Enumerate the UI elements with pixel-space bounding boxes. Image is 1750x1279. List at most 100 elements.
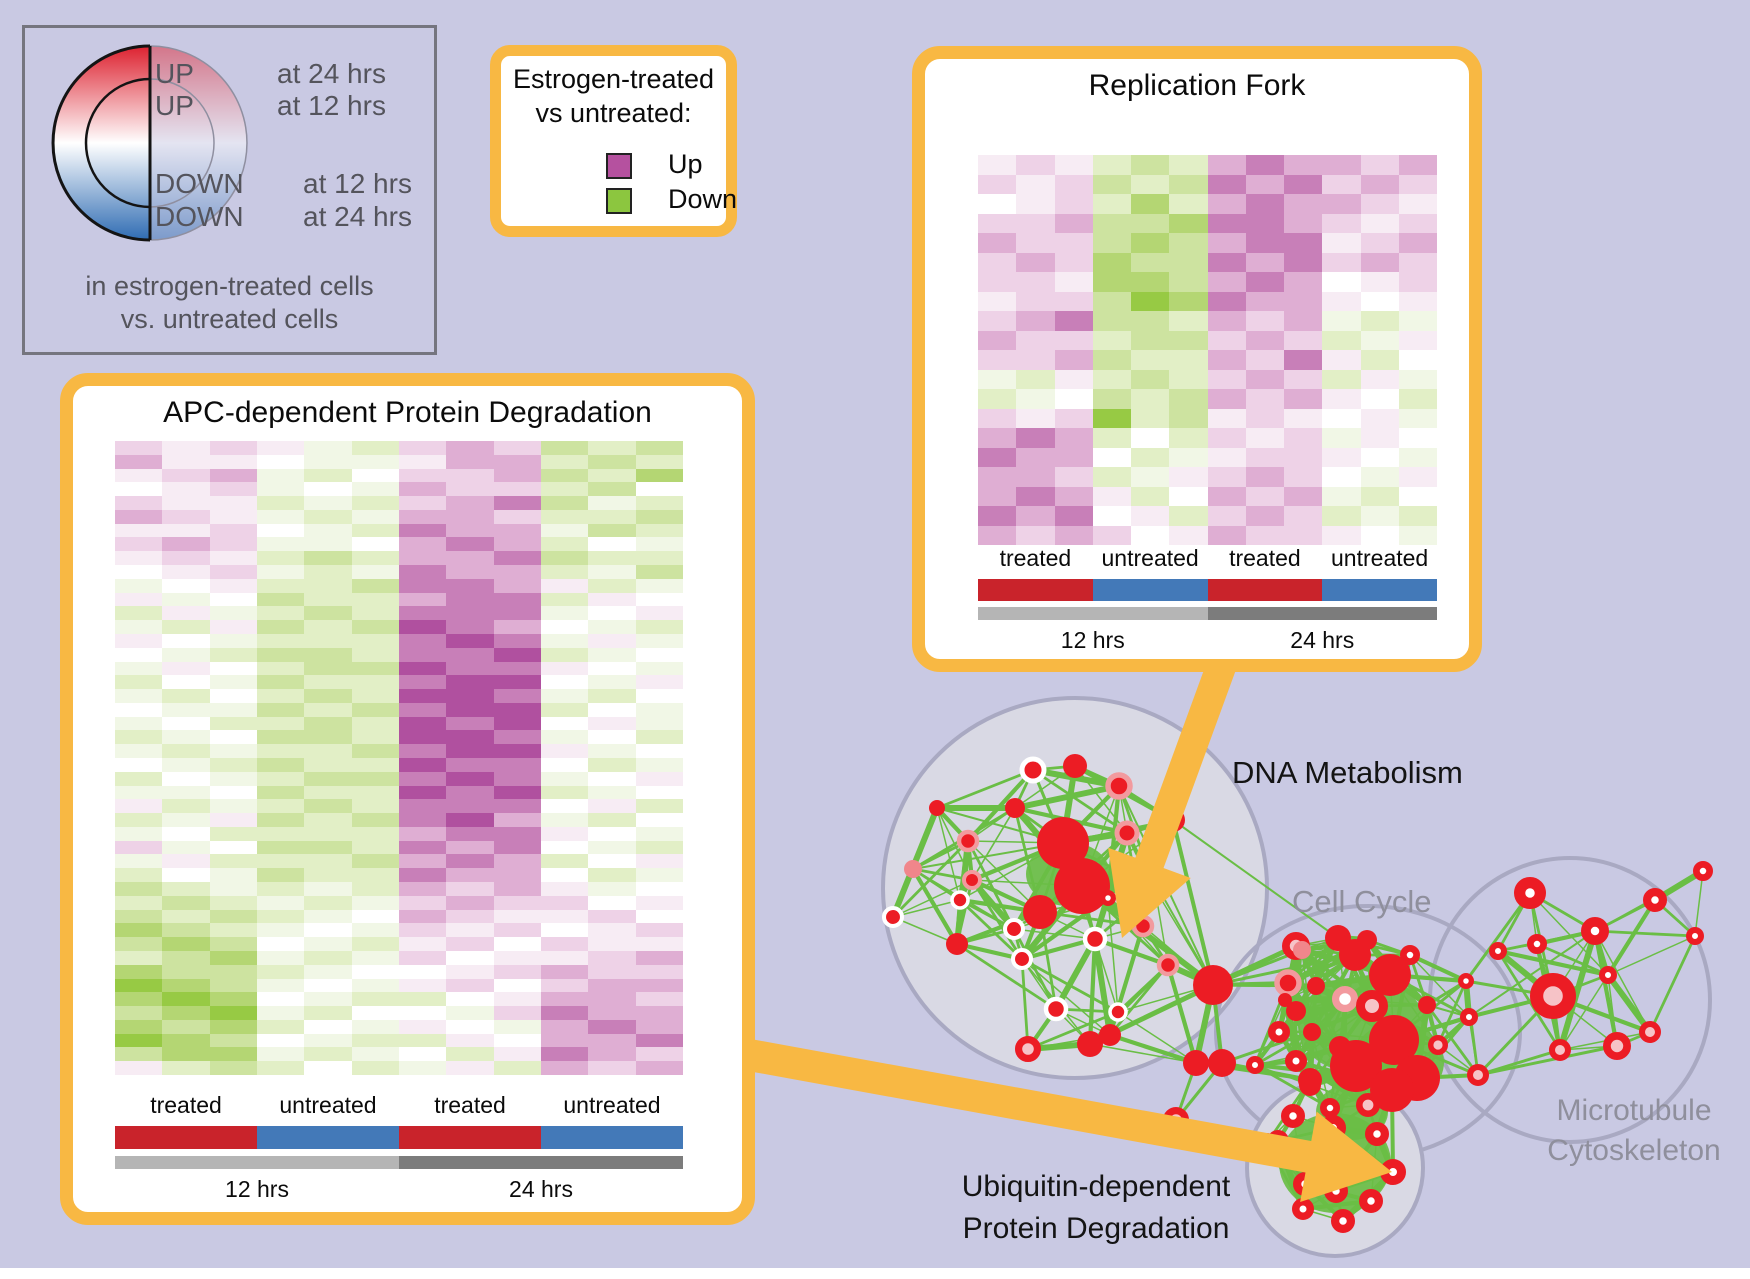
network-node-red-ring-white-core [1527, 934, 1547, 954]
heatmap-cell [635, 509, 683, 524]
network-node-solid-pink [904, 860, 922, 878]
network-edge [1171, 818, 1215, 987]
heatmap-cell [162, 661, 210, 676]
network-edge [1529, 892, 1609, 976]
heatmap-cell [351, 758, 399, 772]
network-node-solid-red [1077, 1031, 1103, 1057]
network-edge [1220, 1030, 1314, 1065]
heatmap-cell [1360, 194, 1399, 214]
heatmap-cell [162, 923, 210, 938]
network-node-red-ring-white-core [1458, 973, 1474, 989]
heatmap-cell [162, 537, 210, 552]
heatmap-cell [540, 758, 589, 772]
heatmap-cell [304, 758, 352, 772]
heatmap-cell [256, 523, 305, 538]
heatmap-cell [1169, 194, 1208, 214]
heatmap-cell [493, 675, 541, 690]
heatmap-cell [256, 647, 305, 662]
network-edge [1409, 954, 1470, 1018]
heatmap-cell [978, 350, 1017, 370]
heatmap-cell [493, 620, 541, 634]
heatmap-cell [540, 702, 589, 717]
heatmap-cell [446, 1006, 494, 1020]
updown-row-time: at 24 hrs [303, 201, 412, 232]
heatmap-cell [978, 408, 1017, 428]
heatmap-cell [1054, 506, 1093, 526]
heatmap-cell [398, 496, 447, 510]
network-edge [1092, 936, 1171, 968]
heatmap-cell [978, 467, 1017, 487]
heatmap-cell [493, 923, 541, 938]
heatmap-cell [493, 950, 541, 965]
heatmap-cell [162, 840, 210, 855]
network-edge [1172, 819, 1339, 939]
heatmap-cell [256, 1019, 305, 1034]
heatmap-cell [1016, 330, 1055, 350]
heatmap-cell [398, 895, 447, 910]
heatmap-cell [1245, 467, 1284, 487]
heatmap-cell [351, 868, 399, 883]
heatmap-cell [446, 895, 494, 910]
heatmap-cell [493, 868, 541, 883]
heatmap-cell [1092, 252, 1131, 272]
heatmap-cell [588, 937, 636, 951]
heatmap-cell [398, 923, 447, 938]
heatmap-cell [1360, 467, 1399, 487]
heatmap-cell [351, 496, 399, 510]
heatmap-cell [635, 992, 683, 1007]
heatmap-cell [304, 799, 352, 814]
heatmap-cell [1398, 389, 1437, 409]
updown-row-time: at 12 hrs [277, 90, 386, 121]
condition-label: treated [434, 1092, 506, 1118]
heatmap-cell [398, 813, 447, 827]
network-edge [1116, 963, 1170, 1014]
heatmap-cell [588, 785, 636, 800]
heatmap-cell [1092, 291, 1131, 311]
heatmap-cell [446, 647, 494, 662]
heatmap-cell [588, 702, 636, 717]
heatmap-cell [588, 606, 636, 621]
heatmap-cell [162, 758, 210, 772]
heatmap-cell [304, 978, 352, 993]
heatmap-cell [162, 992, 210, 1007]
heatmap-cell [398, 1033, 447, 1048]
heatmap-cell [978, 233, 1017, 253]
heatmap-cell [304, 937, 352, 951]
heatmap-cell [635, 468, 683, 483]
24hrs-bar [1207, 607, 1437, 620]
heatmap-cell [209, 702, 257, 717]
heatmap-cell [304, 1047, 352, 1062]
heatmap-cell [1169, 311, 1208, 331]
heatmap-cell [588, 1019, 636, 1034]
heatmap-cell [978, 428, 1017, 448]
updown-gradient-rings [51, 44, 248, 242]
network-edge [1107, 897, 1119, 1013]
heatmap-cell [351, 1047, 399, 1062]
heatmap-cell [635, 1006, 683, 1020]
heatmap-cell [588, 441, 636, 455]
heatmap-cell [115, 992, 163, 1007]
heatmap-cell [256, 826, 305, 841]
panel-title: Replication Fork [1088, 69, 1306, 102]
heatmap-cell [209, 1047, 257, 1062]
network-node-pink-ring-red-core [1156, 953, 1180, 977]
heatmap-cell [635, 441, 683, 455]
heatmap-cell [540, 509, 589, 524]
heatmap-cell [398, 1006, 447, 1020]
heatmap-cell [540, 785, 589, 800]
heatmap-cell [209, 950, 257, 965]
heatmap-cell [162, 551, 210, 566]
network-node-pink-ring-red-core [962, 870, 982, 890]
network-edge [892, 879, 973, 918]
heatmap-cell [493, 1061, 541, 1075]
heatmap-cell [446, 551, 494, 566]
heatmap-cell [446, 523, 494, 538]
heatmap-cell [209, 454, 257, 469]
network-edge [1468, 930, 1596, 1018]
heatmap-cell [493, 551, 541, 566]
heatmap-cell [978, 213, 1017, 233]
heatmap-cell [1284, 194, 1323, 214]
heatmap [978, 155, 1437, 545]
heatmap-cell [1398, 311, 1437, 331]
network-edge [1425, 1003, 1480, 1077]
